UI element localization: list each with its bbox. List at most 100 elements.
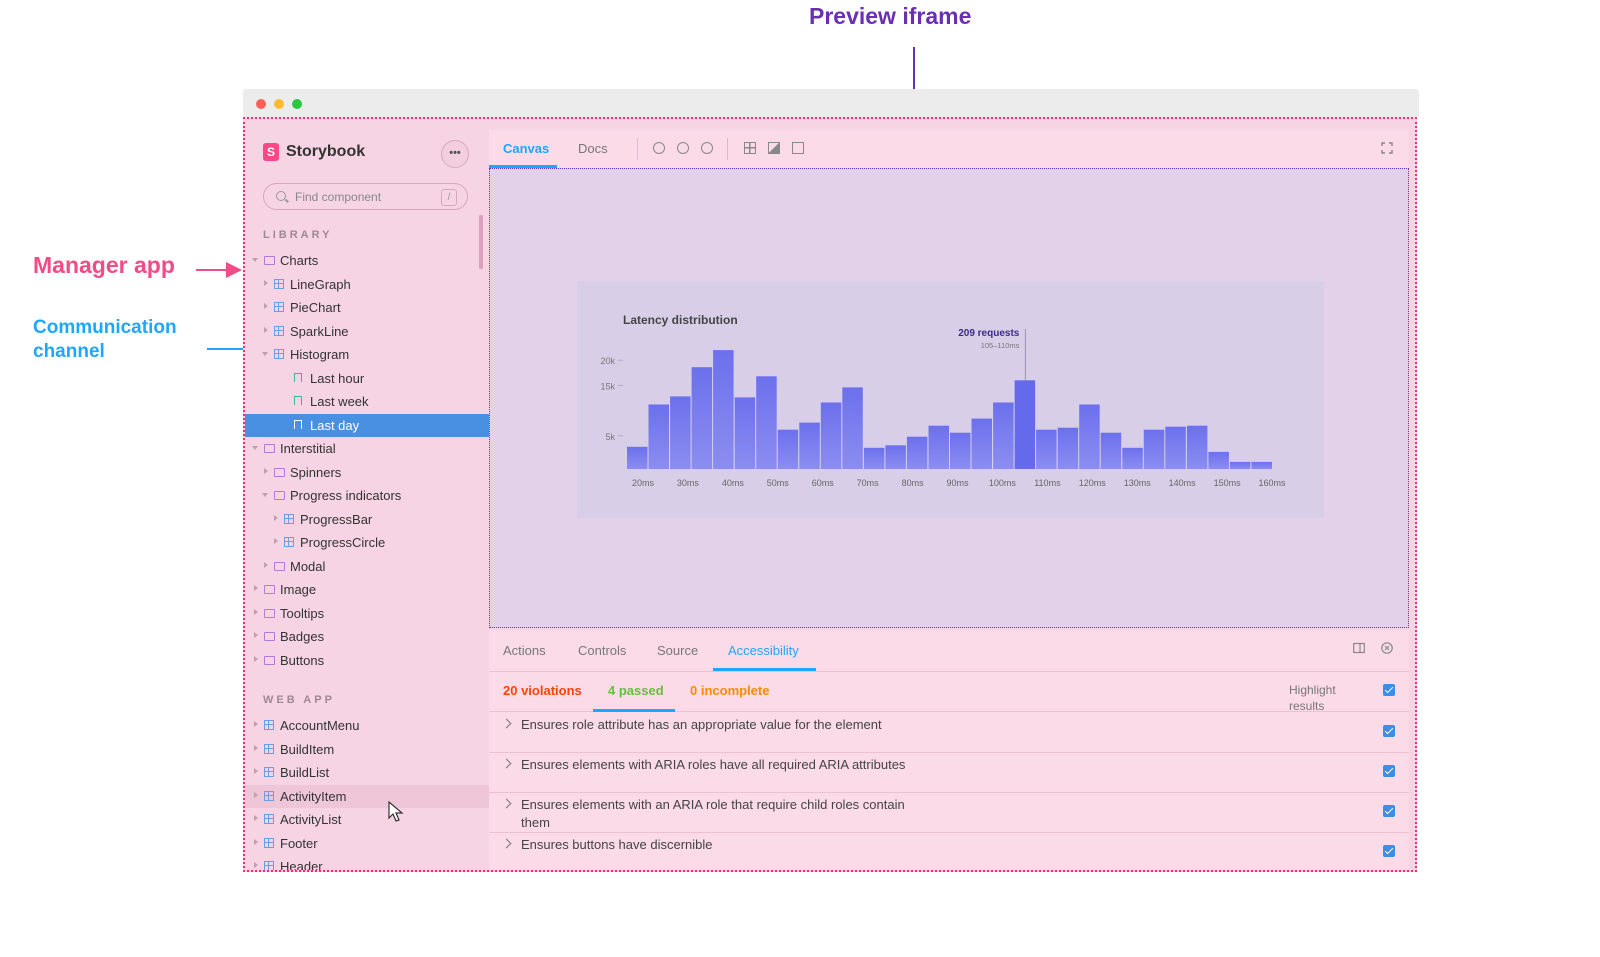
fullscreen-icon[interactable] [1381,142,1393,154]
tab-docs[interactable]: Docs [578,141,608,156]
histogram-bar [713,350,734,469]
sidebar-item-header[interactable]: Header [245,855,489,870]
addon-tabs: Actions Controls Source Accessibility [489,630,1409,672]
sidebar-item-label: Tooltips [280,605,325,621]
sidebar-item-buttons[interactable]: Buttons [245,649,489,672]
tooltip-subtitle: 105–110ms [981,341,1020,350]
sidebar-item-tooltips[interactable]: Tooltips [245,602,489,625]
folder-icon [264,585,275,594]
background-icon[interactable] [768,142,780,154]
a11y-rule-text: Ensures buttons have discernible [521,837,713,852]
tab-accessibility[interactable]: Accessibility [728,643,799,658]
histogram-bar [1229,461,1251,469]
sidebar-item-last-day[interactable]: Last day [245,413,489,437]
storybook-brand[interactable]: S Storybook [263,143,365,161]
tab-controls[interactable]: Controls [578,643,627,658]
toolbar-divider [727,138,728,160]
sidebar-item-modal[interactable]: Modal [245,555,489,578]
sidebar-item-linegraph[interactable]: LineGraph [245,273,489,296]
histogram-bar [1208,451,1229,469]
sidebar-item-sparkline[interactable]: SparkLine [245,320,489,343]
sidebar-item-spinners[interactable]: Spinners [245,461,489,484]
violations-tab[interactable]: 20 violations [503,683,582,698]
zoom-in-icon[interactable] [653,142,665,154]
rule-highlight-checkbox[interactable] [1383,845,1395,857]
sidebar-item-progresscircle[interactable]: ProgressCircle [245,531,489,554]
sidebar-item-builditem[interactable]: BuildItem [245,738,489,761]
sidebar-scrollbar[interactable] [479,215,483,269]
chevron-right-icon[interactable] [501,758,512,769]
sidebar-item-progressbar[interactable]: ProgressBar [245,508,489,531]
sidebar-item-accountmenu[interactable]: AccountMenu [245,714,489,737]
sidebar-item-label: Buttons [280,652,325,668]
a11y-rule-text: Ensures elements with an ARIA role that … [521,797,905,830]
component-icon [264,814,274,824]
incomplete-tab[interactable]: 0 incomplete [690,683,770,698]
sidebar-item-piechart[interactable]: PieChart [245,296,489,319]
histogram-bar [670,396,691,469]
zoom-reset-icon[interactable] [701,142,713,154]
sidebar-item-activitylist[interactable]: ActivityList [245,808,489,831]
tab-actions[interactable]: Actions [503,643,546,658]
x-tick-label: 30ms [677,478,700,488]
chevron-right-icon [274,538,278,544]
minimize-window-dot[interactable] [274,99,284,109]
sidebar-item-activityitem[interactable]: ActivityItem [245,784,489,808]
bookmark-icon [294,419,302,429]
sidebar-item-label: Last week [310,394,369,409]
outline-icon[interactable] [792,142,804,154]
chevron-right-icon [254,815,258,821]
passed-tab-underline [593,709,675,712]
x-tick-label: 140ms [1169,478,1197,488]
rule-highlight-checkbox[interactable] [1383,805,1395,817]
rule-highlight-checkbox[interactable] [1383,765,1395,777]
sidebar-item-label: ActivityList [280,812,342,827]
tab-canvas[interactable]: Canvas [503,141,550,156]
histogram-bar [756,376,777,469]
panel-layout-icon[interactable] [1353,642,1365,654]
a11y-rule-row[interactable]: Ensures elements with an ARIA role that … [489,792,1409,833]
histogram-bar [1143,429,1165,469]
sidebar-item-label: Spinners [290,464,342,480]
chart-title: Latency distribution [623,313,738,327]
sidebar-item-buildlist[interactable]: BuildList [245,761,489,784]
rule-highlight-checkbox[interactable] [1383,725,1395,737]
sidebar-item-charts[interactable]: Charts [245,249,489,272]
sidebar-item-last-hour[interactable]: Last hour [245,367,489,390]
chevron-right-icon[interactable] [501,838,512,849]
sidebar-item-last-week[interactable]: Last week [245,390,489,413]
sidebar-item-label: AccountMenu [280,718,360,733]
preview-iframe-annotation: Preview iframe [809,3,972,29]
highlight-results-checkbox[interactable] [1383,684,1395,696]
search-input[interactable]: Find component / [263,183,468,210]
passed-tab[interactable]: 4 passed [608,683,664,698]
preview-iframe: Latency distribution 5k 15k 20k 209 requests… [489,168,1409,628]
sidebar-item-progress-indicators[interactable]: Progress indicators [245,484,489,507]
sidebar-item-histogram[interactable]: Histogram [245,343,489,366]
sidebar-item-interstitial[interactable]: Interstitial [245,437,489,460]
histogram-bar [842,387,863,469]
chevron-right-icon[interactable] [501,718,512,729]
sidebar-item-badges[interactable]: Badges [245,625,489,648]
chevron-right-icon[interactable] [501,798,512,809]
histogram-bar [1122,447,1143,469]
tab-source[interactable]: Source [657,643,699,658]
zoom-out-icon[interactable] [677,142,689,154]
sidebar-item-image[interactable]: Image [245,578,489,601]
more-options-button[interactable]: ••• [441,140,469,168]
a11y-rule-row[interactable]: Ensures role attribute has an appropriat… [489,712,1409,753]
close-window-dot[interactable] [256,99,266,109]
grid-icon[interactable] [744,142,756,154]
a11y-rule-row[interactable]: Ensures elements with ARIA roles have al… [489,752,1409,793]
x-tick-label: 50ms [767,478,790,488]
a11y-rule-row[interactable]: Ensures buttons have discernible [489,832,1409,870]
manager-app: S Storybook ••• Find component / LIBRARY… [243,117,1417,872]
maximize-window-dot[interactable] [292,99,302,109]
sidebar-item-footer[interactable]: Footer [245,832,489,855]
close-panel-icon[interactable] [1381,642,1393,654]
x-tick-label: 20ms [632,478,655,488]
component-icon [264,837,274,848]
histogram-bar [799,422,820,469]
chevron-right-icon [254,838,258,845]
sidebar-item-label: Footer [280,835,318,851]
